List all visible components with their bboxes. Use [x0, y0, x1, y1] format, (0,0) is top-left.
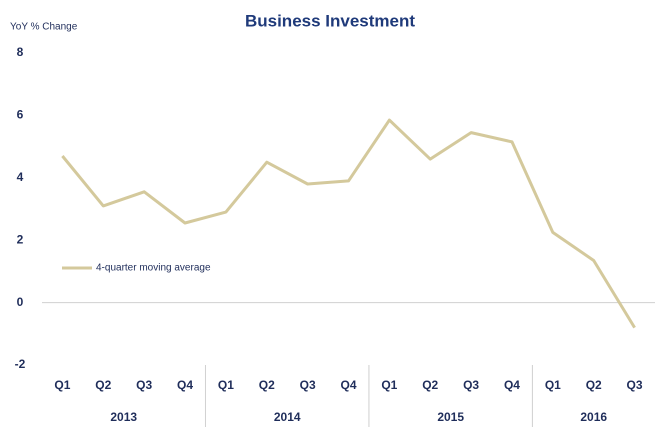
legend-label: 4-quarter moving average	[96, 263, 211, 274]
x-tick-label: Q1	[54, 378, 70, 392]
x-tick-label: Q1	[218, 378, 234, 392]
x-tick-label: Q3	[463, 378, 479, 392]
x-tick-label: Q1	[545, 378, 561, 392]
x-tick-label: Q4	[177, 378, 193, 392]
chart-title: Business Investment	[245, 11, 415, 30]
x-group-label: 2016	[580, 410, 607, 424]
x-tick-label: Q2	[422, 378, 438, 392]
x-tick-label: Q2	[95, 378, 111, 392]
x-tick-label: Q3	[627, 378, 643, 392]
line-series	[61, 118, 636, 329]
y-tick-label: -2	[15, 357, 26, 371]
x-tick-label: Q2	[586, 378, 602, 392]
y-tick-label: 8	[17, 45, 24, 59]
x-tick-label: Q1	[381, 378, 397, 392]
y-axis-label: YoY % Change	[10, 22, 78, 33]
x-tick-label: Q4	[340, 378, 356, 392]
y-tick-label: 2	[17, 232, 24, 246]
y-tick-label: 0	[17, 295, 24, 309]
x-group-label: 2015	[437, 410, 464, 424]
x-tick-label: Q3	[300, 378, 316, 392]
y-tick-label: 6	[17, 108, 24, 122]
x-tick-label: Q2	[259, 378, 275, 392]
x-tick-label: Q3	[136, 378, 152, 392]
y-tick-label: 4	[17, 170, 24, 184]
x-group-label: 2014	[274, 410, 301, 424]
x-tick-label: Q4	[504, 378, 520, 392]
x-group-label: 2013	[110, 410, 137, 424]
